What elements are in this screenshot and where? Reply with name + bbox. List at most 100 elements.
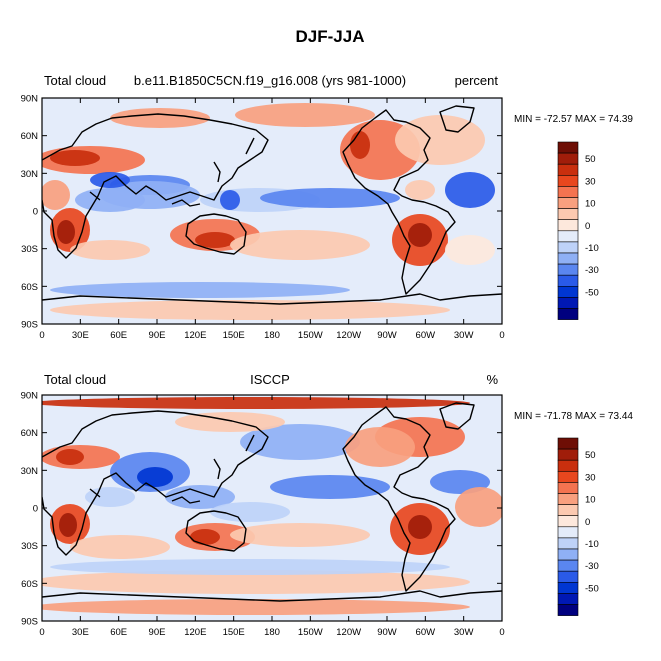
colorbar-tick-label: 50 xyxy=(585,154,596,165)
lon-tick-label: 60W xyxy=(416,330,436,341)
contour-region xyxy=(455,487,502,527)
lat-tick-label: 30N xyxy=(21,466,39,477)
colorbar-box xyxy=(557,297,579,309)
colorbar-box xyxy=(557,263,579,276)
contour-region xyxy=(230,230,370,260)
colorbar-box xyxy=(557,241,579,254)
lat-ticks: 90N 60N 30N 0 30S 60S 90S xyxy=(21,391,502,628)
colorbar-box xyxy=(557,208,579,221)
colorbar-box xyxy=(557,274,579,287)
lat-tick-label: 0 xyxy=(33,207,38,218)
lon-tick-label: 0 xyxy=(39,627,44,638)
lat-tick-label: 90N xyxy=(21,94,39,105)
colorbar-tick-label: 0 xyxy=(585,517,590,528)
coast-africa-eurasia xyxy=(42,410,269,556)
colorbar-box xyxy=(557,515,579,528)
lat-tick-label: 60S xyxy=(21,579,38,590)
lon-ticks: 0 30E 60E 90E 120E 150E 180 150W 120W 90W 60W 30W 0 xyxy=(39,395,505,638)
colorbar-box xyxy=(557,141,579,154)
contour-region xyxy=(42,570,470,594)
panel-left-label: Total cloud xyxy=(44,73,106,88)
colorbar-box xyxy=(557,482,579,494)
contour-region xyxy=(195,232,235,248)
colorbar-box xyxy=(557,186,579,198)
contour-region xyxy=(405,180,435,200)
contour-region xyxy=(345,427,415,467)
coast-australia xyxy=(185,510,247,552)
colorbar-box xyxy=(557,252,579,265)
lon-tick-label: 30W xyxy=(454,330,474,341)
lon-tick-label: 120E xyxy=(184,627,206,638)
contour-region xyxy=(56,449,84,465)
lon-tick-label: 60E xyxy=(110,627,127,638)
contour-region xyxy=(57,220,75,244)
lon-tick-label: 0 xyxy=(499,330,504,341)
colorbar: 50 30 10 0 -10 -30 -50 xyxy=(557,437,599,616)
contour-region xyxy=(270,475,390,499)
lon-tick-label: 150W xyxy=(298,627,323,638)
lon-tick-label: 90W xyxy=(377,330,397,341)
contour-region xyxy=(408,223,432,247)
lon-tick-label: 90E xyxy=(149,330,166,341)
contour-region xyxy=(445,235,495,265)
coastlines xyxy=(42,105,502,305)
contour-region xyxy=(408,515,432,539)
colorbar-box xyxy=(557,152,579,165)
colorbar-tick-label: -10 xyxy=(585,539,599,550)
contour-region xyxy=(225,148,335,172)
panel-units-label: percent xyxy=(455,73,499,88)
panel-center-label: ISCCP xyxy=(250,372,290,387)
map-field xyxy=(42,395,502,621)
lon-tick-label: 120E xyxy=(184,330,206,341)
panel-model: Total cloud b.e11.B1850C5CN.f19_g16.008 … xyxy=(21,73,634,341)
lon-tick-label: 150E xyxy=(223,330,245,341)
colorbar-box xyxy=(557,219,579,232)
contour-region xyxy=(235,103,375,127)
colorbar-box xyxy=(557,459,579,472)
lon-tick-label: 0 xyxy=(499,627,504,638)
lat-tick-label: 90N xyxy=(21,391,39,402)
contour-region xyxy=(210,502,290,522)
lon-tick-label: 180 xyxy=(264,627,280,638)
contour-region xyxy=(445,172,495,208)
colorbar-box xyxy=(557,285,579,298)
contour-region xyxy=(42,180,70,210)
panel-units-label: % xyxy=(486,372,498,387)
lon-ticks: 0 30E 60E 90E 120E 150E 180 150W 120W 90W 60W 30W 0 xyxy=(39,98,505,341)
contour-region xyxy=(85,487,135,507)
contour-region xyxy=(42,397,470,409)
coast-maritime-islands xyxy=(89,434,255,504)
contour-region xyxy=(59,513,77,537)
panel-center-label: b.e11.B1850C5CN.f19_g16.008 (yrs 981-100… xyxy=(134,73,406,88)
lon-tick-label: 150E xyxy=(223,627,245,638)
colorbar-box xyxy=(557,604,579,616)
lat-tick-label: 60N xyxy=(21,131,39,142)
colorbar-tick-label: 30 xyxy=(585,472,596,483)
contour-region xyxy=(90,172,130,188)
coast-maritime-islands xyxy=(89,137,255,207)
coast-antarctica xyxy=(42,293,502,305)
coast-antarctica xyxy=(42,590,502,602)
lat-tick-label: 0 xyxy=(33,504,38,515)
colorbar: 50 30 10 0 -10 -30 -50 xyxy=(557,141,599,320)
colorbar-box xyxy=(557,593,579,605)
contour-region xyxy=(100,181,200,209)
contour-region xyxy=(70,240,150,260)
colorbar-box xyxy=(557,537,579,550)
coast-africa-eurasia xyxy=(42,113,269,259)
colorbar-box xyxy=(557,570,579,583)
contour-region xyxy=(50,300,450,320)
coast-greenland xyxy=(439,105,475,133)
coastlines xyxy=(42,402,502,602)
lat-tick-label: 30S xyxy=(21,244,38,255)
contour-region xyxy=(70,535,170,559)
colorbar-tick-label: 10 xyxy=(585,199,596,210)
colorbar-box xyxy=(557,559,579,572)
colorbar-tick-label: -50 xyxy=(585,287,599,298)
lon-tick-label: 30E xyxy=(72,627,89,638)
lon-tick-label: 120W xyxy=(336,627,361,638)
contour-region xyxy=(220,190,240,210)
contour-region xyxy=(110,108,210,128)
lon-tick-label: 60W xyxy=(416,627,436,638)
